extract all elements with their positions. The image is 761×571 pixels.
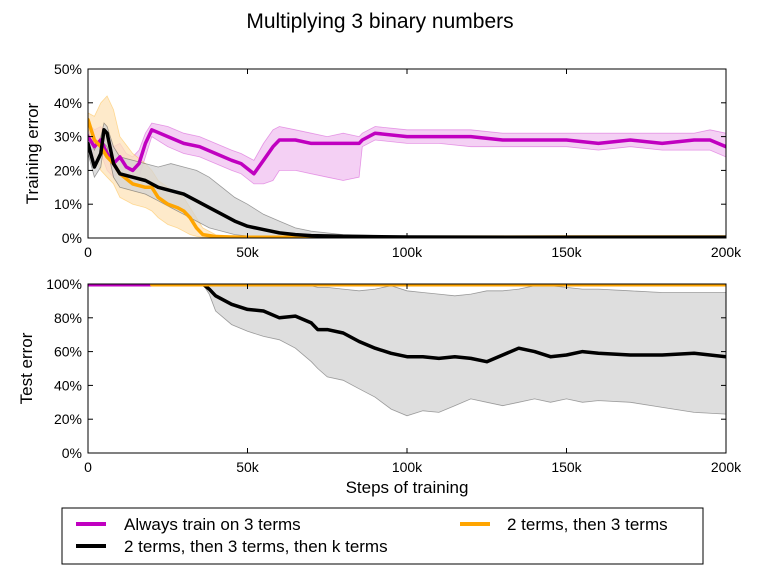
x-tick-label: 50k xyxy=(236,459,260,475)
legend: Always train on 3 terms 2 terms, then 3 … xyxy=(61,507,704,565)
series-line-0-1 xyxy=(88,117,726,238)
series-line-0-2 xyxy=(88,128,726,238)
legend-frame xyxy=(61,507,704,565)
x-axis-label: Steps of training xyxy=(346,478,469,497)
y-tick-label: 60% xyxy=(54,344,82,360)
y-tick-label: 20% xyxy=(54,411,82,427)
x-tick-label: 0 xyxy=(84,244,92,260)
y-tick-label: 20% xyxy=(54,162,82,178)
y-tick-label: 0% xyxy=(62,445,82,461)
y-tick-label: 0% xyxy=(62,230,82,246)
x-tick-label: 200k xyxy=(711,244,742,260)
y-tick-label: 40% xyxy=(54,377,82,393)
x-tick-label: 100k xyxy=(392,244,423,260)
training-error-panel: 0 50k 100k 150k 200k 0% 10% 20% 30% 40% 50% Trainin… xyxy=(23,61,742,260)
band-0-2 xyxy=(88,122,726,238)
legend-label-2-then-3-then-k-terms: 2 terms, then 3 terms, then k terms xyxy=(124,537,388,556)
x-tick-label: 100k xyxy=(392,459,423,475)
y-tick-label: 50% xyxy=(54,61,82,77)
plot-area xyxy=(88,284,726,417)
band-1-0 xyxy=(88,284,726,417)
legend-label-always-3-terms: Always train on 3 terms xyxy=(124,515,301,534)
y-tick-label: 100% xyxy=(46,276,82,292)
x-tick-label: 150k xyxy=(551,459,582,475)
y-axis-label: Test error xyxy=(17,332,36,404)
x-tick-label: 200k xyxy=(711,459,742,475)
series-line-0-0 xyxy=(88,128,726,176)
y-tick-label: 80% xyxy=(54,310,82,326)
legend-label-2-then-3-terms: 2 terms, then 3 terms xyxy=(507,515,668,534)
series-line-1-0 xyxy=(88,284,726,364)
y-tick-label: 10% xyxy=(54,196,82,212)
chart-title: Multiplying 3 binary numbers xyxy=(246,10,513,33)
plot-area xyxy=(88,95,726,238)
x-tick-label: 150k xyxy=(551,244,582,260)
y-tick-label: 30% xyxy=(54,129,82,145)
x-tick-label: 50k xyxy=(236,244,260,260)
y-axis-label: Training error xyxy=(23,102,42,204)
x-tick-label: 0 xyxy=(84,459,92,475)
test-error-panel: 0 50k 100k 150k 200k 0% 20% 40% 60% 80% 100% Test e… xyxy=(17,276,742,475)
y-tick-label: 40% xyxy=(54,95,82,111)
